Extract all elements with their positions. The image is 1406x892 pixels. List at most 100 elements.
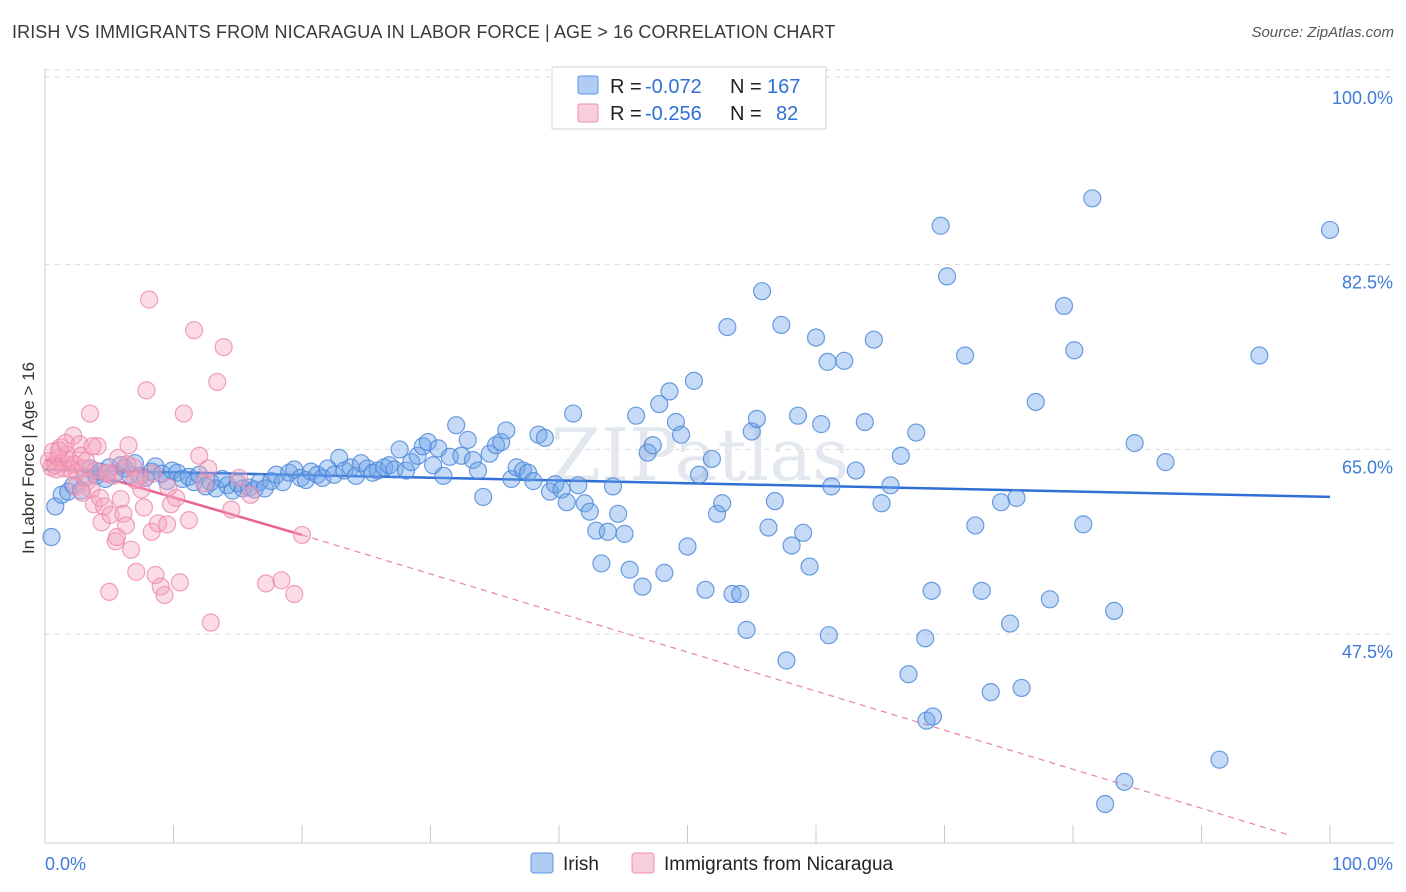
y-tick-labels: 100.0% 82.5% 65.0% 47.5% xyxy=(1332,88,1393,662)
irish-point xyxy=(1105,601,1124,621)
irish-point xyxy=(731,584,750,604)
irish-point xyxy=(1040,590,1059,609)
irish-point xyxy=(620,560,639,579)
nicaragua-point xyxy=(285,584,304,604)
irish-point xyxy=(468,461,488,480)
data-points xyxy=(39,189,1340,814)
nicaragua-point xyxy=(157,515,177,534)
irish-point xyxy=(1007,488,1026,508)
irish-point xyxy=(881,476,900,495)
irish-point xyxy=(463,450,483,470)
irish-point xyxy=(923,707,943,726)
irish-point xyxy=(747,409,766,428)
irish-point xyxy=(280,463,299,482)
irish-point xyxy=(1250,346,1269,365)
nicaragua-point xyxy=(146,565,165,585)
irish-point xyxy=(325,465,344,484)
irish-point xyxy=(972,581,991,600)
irish-point xyxy=(655,563,674,583)
nicaragua-point xyxy=(47,460,66,479)
nicaragua-point xyxy=(101,505,120,524)
irish-point xyxy=(812,415,831,434)
irish-point xyxy=(723,584,742,604)
irish-point xyxy=(922,581,941,600)
x-tick-label: 100.0% xyxy=(1332,854,1393,874)
nicaragua-point xyxy=(119,436,138,455)
bottom-legend-label-nicaragua: Immigrants from Nicaragua xyxy=(664,854,894,875)
irish-point xyxy=(447,416,466,435)
irish-point xyxy=(678,537,697,556)
legend-r-value-0: -0.072 xyxy=(645,76,702,98)
irish-point xyxy=(408,446,427,465)
stats-legend: R = -0.072 N = 167 R = -0.256 N = 82 xyxy=(551,66,827,130)
irish-point xyxy=(592,554,611,573)
nicaragua-point xyxy=(98,463,118,482)
legend-r-value-1: -0.256 xyxy=(645,103,702,125)
nicaragua-point xyxy=(100,582,119,602)
irish-point xyxy=(1210,750,1229,769)
irish-point xyxy=(684,371,704,390)
irish-point xyxy=(418,432,438,452)
nicaragua-trend-extrapolation xyxy=(301,534,1292,837)
irish-point xyxy=(864,330,883,349)
grid-lines xyxy=(45,69,1394,635)
y-tick-label: 47.5% xyxy=(1342,642,1393,662)
legend-r-label-0: R = xyxy=(610,76,642,98)
irish-point xyxy=(1074,515,1093,534)
irish-point xyxy=(1083,189,1102,208)
irish-point xyxy=(1115,772,1134,791)
irish-point xyxy=(492,432,511,452)
nicaragua-point xyxy=(56,434,75,453)
irish-point xyxy=(891,446,910,465)
nicaragua-point xyxy=(114,504,133,523)
irish-point xyxy=(991,493,1011,512)
irish-point xyxy=(650,394,669,414)
irish-point xyxy=(899,665,918,684)
legend-swatch-irish xyxy=(577,75,599,95)
nicaragua-point xyxy=(104,466,123,485)
irish-point xyxy=(966,516,985,535)
irish-point xyxy=(633,577,652,596)
series-legend: Irish Immigrants from Nicaragua xyxy=(530,852,894,875)
irish-point xyxy=(872,494,891,513)
nicaragua-point xyxy=(174,404,193,423)
irish-point xyxy=(660,382,679,401)
legend-n-label-0: N = xyxy=(730,76,762,98)
irish-point xyxy=(689,465,709,484)
legend-n-label-1: N = xyxy=(730,103,762,125)
irish-point xyxy=(822,477,841,496)
nicaragua-point xyxy=(121,540,141,559)
irish-point xyxy=(737,620,756,639)
irish-point xyxy=(273,473,292,492)
irish-point xyxy=(1096,794,1115,814)
nicaragua-point xyxy=(179,511,199,530)
y-axis-label: In Labor Force | Age > 16 xyxy=(19,362,38,554)
irish-point xyxy=(937,267,957,286)
irish-point xyxy=(782,536,801,555)
nicaragua-point xyxy=(229,468,249,488)
nicaragua-point xyxy=(241,485,260,504)
legend-r-label-1: R = xyxy=(610,103,642,125)
nicaragua-point xyxy=(118,455,137,474)
nicaragua-point xyxy=(111,489,130,509)
nicaragua-point xyxy=(50,441,69,460)
nicaragua-point xyxy=(139,290,159,309)
irish-point xyxy=(800,557,819,576)
irish-point xyxy=(497,421,516,440)
nicaragua-point xyxy=(214,337,233,357)
legend-n-value-0: 167 xyxy=(767,76,800,98)
irish-point xyxy=(788,406,808,425)
nicaragua-point xyxy=(125,470,145,490)
irish-point xyxy=(981,683,1000,702)
irish-point xyxy=(569,476,588,495)
irish-point xyxy=(671,425,691,444)
nicaragua-point xyxy=(91,488,110,508)
nicaragua-point xyxy=(184,321,204,340)
irish-point xyxy=(535,428,554,447)
nicaragua-point xyxy=(195,474,214,493)
nicaragua-point xyxy=(292,525,312,545)
x-tick-labels: 0.0% 100.0% xyxy=(45,854,1393,874)
irish-point xyxy=(1065,341,1084,360)
irish-point xyxy=(524,472,543,491)
irish-point xyxy=(752,282,772,301)
